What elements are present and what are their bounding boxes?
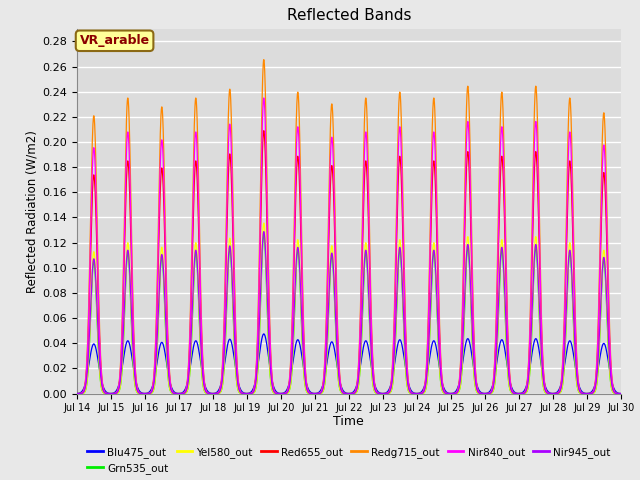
- Legend: Blu475_out, Grn535_out, Yel580_out, Red655_out, Redg715_out, Nir840_out, Nir945_: Blu475_out, Grn535_out, Yel580_out, Red6…: [83, 443, 614, 478]
- Title: Reflected Bands: Reflected Bands: [287, 9, 411, 24]
- Text: VR_arable: VR_arable: [79, 34, 150, 47]
- X-axis label: Time: Time: [333, 415, 364, 428]
- Y-axis label: Reflected Radiation (W/m2): Reflected Radiation (W/m2): [25, 130, 38, 293]
